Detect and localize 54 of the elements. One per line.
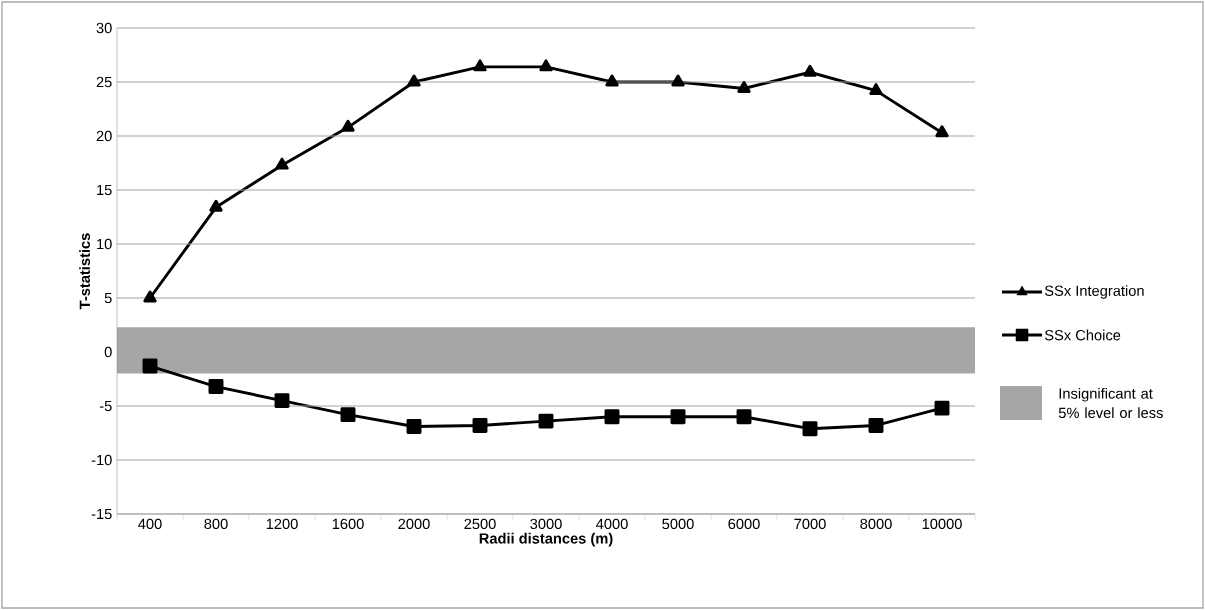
x-tick-label: 3000 (530, 518, 562, 530)
point (802, 421, 818, 437)
y-tick-label: 15 (97, 184, 112, 196)
point (803, 64, 817, 77)
y-tick-label: 20 (96, 130, 112, 142)
point (142, 358, 158, 374)
legend-label: Insignificant at 5% level or less (1058, 387, 1163, 419)
y-tick-label: 10 (97, 238, 112, 250)
point (604, 409, 620, 425)
y-tick-label: 5 (104, 292, 112, 304)
x-tick-label: 800 (204, 518, 228, 530)
x-tick-label: 1600 (332, 518, 364, 530)
point (736, 409, 752, 425)
x-tick-label: 8000 (860, 518, 892, 530)
x-axis-title: Radii distances (m) (479, 532, 613, 547)
point (275, 157, 289, 170)
x-tick-label: 7000 (794, 518, 826, 530)
point (539, 59, 553, 72)
y-tick-label: 30 (96, 22, 112, 34)
y-tick-label: 0 (104, 346, 112, 358)
point (868, 417, 884, 433)
point (737, 81, 751, 93)
y-tick-label: 25 (96, 76, 112, 88)
point (209, 199, 223, 212)
point (208, 379, 224, 395)
point (934, 400, 950, 416)
point (341, 119, 355, 132)
point (935, 125, 949, 138)
x-tick-label: 6000 (728, 518, 760, 530)
x-tick-label: 5000 (662, 518, 694, 530)
legend-label: SSx Integration (1044, 285, 1144, 299)
x-tick-label: 1200 (266, 518, 298, 530)
y-tick-label: -10 (91, 454, 112, 466)
point (274, 393, 290, 409)
point (407, 74, 421, 87)
point (869, 83, 883, 96)
point (670, 409, 686, 425)
x-tick-label: 400 (138, 518, 162, 530)
legend-label: SSx Choice (1044, 329, 1121, 341)
point (340, 407, 356, 423)
point (538, 413, 554, 429)
x-tick-label: 2500 (464, 518, 496, 530)
point (472, 417, 488, 433)
point (473, 59, 487, 72)
point (406, 419, 422, 434)
point (671, 74, 685, 87)
x-tick-label: 10000 (922, 518, 962, 530)
y-axis-title: T-statistics (79, 233, 90, 310)
x-tick-label: 4000 (596, 518, 628, 530)
x-tick-label: 2000 (398, 518, 430, 530)
y-tick-label: -15 (91, 508, 112, 520)
y-tick-label: -5 (99, 400, 112, 412)
point (143, 290, 157, 303)
point (605, 74, 619, 87)
